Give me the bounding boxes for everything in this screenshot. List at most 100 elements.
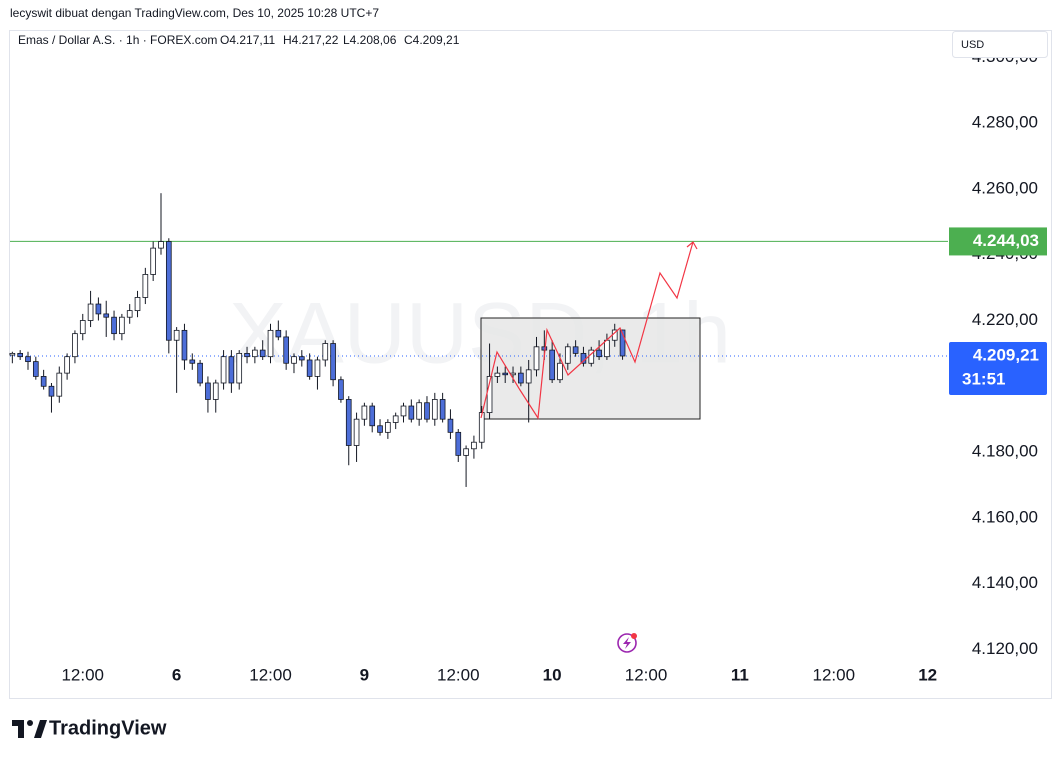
candle-body [72,333,78,358]
y-tick-label: 4.160,00 [972,507,1038,526]
candle-body [455,431,462,456]
last-price-label: 4.209,21 [973,345,1039,364]
y-tick-label: 4.260,00 [972,178,1038,197]
candle-body [236,352,243,384]
candle-body [111,316,117,335]
candle-body [564,346,571,364]
candle-body [416,402,422,420]
candle-body [439,399,446,420]
candle-body [392,415,399,423]
x-tick-label: 12:00 [813,665,856,684]
x-tick-label: 11 [731,665,749,684]
ohlc: H4.217,22 [283,33,339,47]
candle-body [494,372,501,377]
candle-body [322,343,329,361]
candle-body [291,356,297,364]
candle-body [173,329,180,341]
y-tick-label: 4.140,00 [972,573,1038,592]
x-tick-label: 9 [360,665,369,684]
candle-body [604,339,610,358]
candle-body [424,402,430,420]
y-tick-label: 4.280,00 [972,113,1038,132]
candle-body [228,356,235,384]
y-tick-label: 4.180,00 [972,442,1038,461]
candle-body [189,359,196,364]
price-labels: 4.244,03 4.209,21 31:51 [949,227,1047,395]
candle-body [619,329,626,357]
x-axis: 12:00 6 12:00 9 12:00 10 12:00 11 12:00 12 [61,660,937,684]
symbol: Emas / Dollar A.S. · 1h · FOREX.com [18,33,217,47]
projection-path [480,241,698,420]
candle-body [142,274,149,298]
candle-body [298,356,305,361]
candle-body [119,316,125,335]
candle-body [314,359,321,377]
ohlc: L4.208,06 [343,33,397,47]
candle-body [158,241,164,249]
footer-logo: TradingView [49,717,167,739]
candle-body [408,405,415,420]
zigzag [480,241,694,420]
currency-box[interactable] [952,31,1048,58]
candle-body [463,448,469,456]
candle-body [361,405,368,420]
candle-body [205,382,211,400]
candle-body [385,422,391,433]
candle-body [48,385,55,397]
candle-body [447,418,454,433]
candle-body [181,329,188,361]
candle-body [212,382,219,400]
candle-body [518,372,524,384]
currency[interactable]: USD [961,39,984,51]
candle-body [103,313,110,318]
candles [9,193,626,487]
candle-body [431,399,438,420]
x-tick-label: 12:00 [437,665,480,684]
range-box [480,317,701,420]
logo [12,720,47,738]
x-tick-label: 12 [918,665,937,684]
candle-body [533,346,540,371]
x-tick-label: 6 [172,665,181,684]
candle-body [353,418,360,446]
candle-body [275,329,282,338]
candle-body [197,362,203,384]
countdown: 31:51 [962,369,1005,388]
candle-body [126,310,133,318]
header: lecyswit dibuat dengan TradingView.com, … [10,6,379,20]
hline-label-box [949,227,1047,256]
candle-body [502,372,509,376]
candle-body [549,349,555,381]
candle-body [56,372,63,397]
candle-body [306,359,313,377]
candle-body [9,352,16,356]
candle-body [596,349,602,358]
candle-body [17,352,23,358]
hline-label: 4.244,03 [973,231,1039,250]
candle-body [338,379,344,400]
candle-body [283,336,289,364]
x-tick-label: 12:00 [249,665,292,684]
candle-body [557,362,563,381]
candle-body [32,361,39,377]
candle-body [572,346,579,354]
candle-body [541,346,548,351]
candle-body [25,356,31,363]
candle-body [400,405,407,417]
x-tick-label: 12:00 [625,665,668,684]
x-tick-label: 12:00 [61,665,104,684]
candle-body [87,303,94,321]
x-tick-label: 10 [543,665,562,684]
last-price-box [949,341,1047,395]
arrow-head [686,241,698,250]
candle-body [64,356,70,374]
candle-body [40,376,47,387]
alert-icon [617,633,637,653]
ohlc: C4.209,21 [404,33,460,47]
candle-body [79,320,86,335]
candle-body [220,356,227,384]
candle-body [134,297,141,312]
candle-body [165,241,172,341]
candle-body [267,329,274,358]
